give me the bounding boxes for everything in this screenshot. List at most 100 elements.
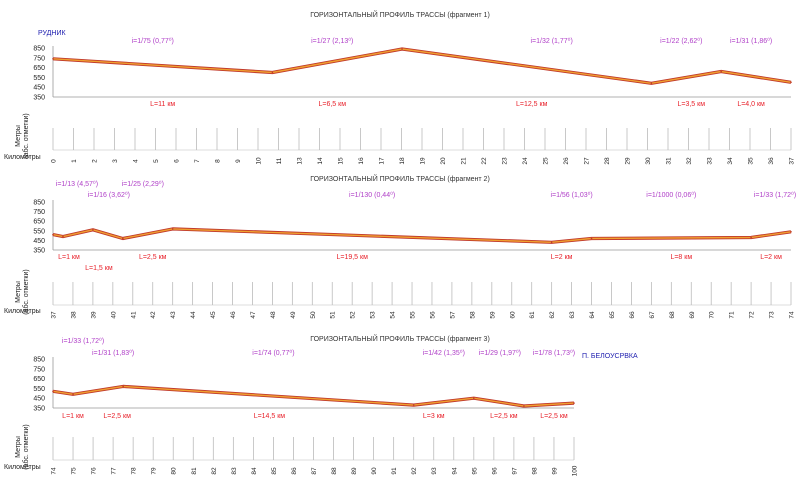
grade-label: i=1/31 (1,86⁰) xyxy=(730,37,772,45)
y-tick-label: 750 xyxy=(33,209,45,216)
x-tick-label: 86 xyxy=(291,467,298,475)
chart-fragment-1: ГОРИЗОНТАЛЬНЫЙ ПРОФИЛЬ ТРАССЫ (фрагмент … xyxy=(4,10,796,165)
y-tick-label: 650 xyxy=(33,376,45,383)
x-tick-label: 98 xyxy=(531,467,538,475)
length-label: L=8 км xyxy=(670,254,692,261)
y-tick-label: 550 xyxy=(33,386,45,393)
length-label: L=2,5 км xyxy=(139,254,167,261)
km-axis-label: Километры xyxy=(4,154,41,161)
length-label: L=1,5 км xyxy=(85,265,113,272)
grade-label: i=1/25 (2,29⁰) xyxy=(122,180,164,188)
x-tick-label: 9 xyxy=(235,159,242,163)
length-label: L=19,5 км xyxy=(336,254,368,261)
profile-point xyxy=(92,229,94,231)
x-tick-label: 22 xyxy=(481,157,488,165)
profile-line xyxy=(52,228,792,244)
x-tick-label: 78 xyxy=(131,467,138,475)
grade-label: i=1/56 (1,03⁰) xyxy=(550,191,592,199)
x-tick-label: 7 xyxy=(194,159,201,163)
x-tick-label: 17 xyxy=(379,157,386,165)
x-tick-label: 75 xyxy=(71,467,78,475)
place-label: П. БЕЛОУСРВКА xyxy=(582,353,638,360)
x-tick-label: 93 xyxy=(431,467,438,475)
profile-point xyxy=(271,71,274,74)
profile-point xyxy=(790,230,792,233)
y-tick-label: 650 xyxy=(33,219,45,226)
grade-label: i=1/130 (0,44⁰) xyxy=(349,191,395,199)
x-tick-label: 5 xyxy=(153,159,160,163)
x-tick-label: 84 xyxy=(251,467,258,475)
y-tick-label: 550 xyxy=(33,228,45,235)
x-tick-label: 83 xyxy=(231,467,238,475)
length-label: L=4,0 км xyxy=(737,101,765,108)
x-tick-label: 61 xyxy=(529,311,536,319)
x-tick-label: 79 xyxy=(151,467,158,475)
x-tick-label: 11 xyxy=(276,157,283,164)
x-tick-label: 59 xyxy=(489,311,496,319)
x-tick-label: 42 xyxy=(150,311,157,319)
x-tick-label: 10 xyxy=(256,157,263,165)
meters-label-line1: Метры xyxy=(15,281,22,303)
meters-label-line2: (абс. отметки) xyxy=(22,424,30,469)
grade-label: i=1/75 (0,77⁰) xyxy=(132,37,174,45)
x-tick-label: 32 xyxy=(686,157,693,165)
x-tick-label: 6 xyxy=(174,159,181,163)
x-tick-label: 37 xyxy=(51,311,58,319)
x-tick-label: 24 xyxy=(522,157,529,165)
x-tick-label: 43 xyxy=(170,311,177,319)
profile-point xyxy=(122,385,124,388)
x-tick-label: 53 xyxy=(370,311,377,319)
x-tick-label: 28 xyxy=(604,157,611,165)
grade-label: i=1/1000 (0,06⁰) xyxy=(646,191,696,199)
grade-label: i=1/33 (1,72⁰) xyxy=(62,337,104,345)
length-label: L=3,5 км xyxy=(677,101,705,108)
profile-point xyxy=(52,57,54,60)
x-tick-label: 44 xyxy=(190,311,197,319)
grade-label: i=1/29 (1,97⁰) xyxy=(479,349,521,357)
x-tick-label: 18 xyxy=(399,157,406,165)
x-tick-label: 41 xyxy=(130,311,137,319)
x-tick-label: 64 xyxy=(589,311,596,319)
x-tick-label: 35 xyxy=(748,157,755,165)
length-label: L=3 км xyxy=(423,413,445,420)
meters-label-line1: Метры xyxy=(15,125,22,147)
profile-point xyxy=(550,241,553,244)
meters-label-line2: (абс. отметки) xyxy=(22,113,30,158)
x-tick-label: 60 xyxy=(509,311,516,319)
y-tick-label: 650 xyxy=(33,65,45,72)
x-tick-label: 27 xyxy=(584,157,591,165)
km-axis-label: Километры xyxy=(4,308,41,315)
x-tick-label: 48 xyxy=(270,311,277,319)
x-tick-label: 21 xyxy=(461,157,468,165)
x-tick-label: 47 xyxy=(250,311,257,319)
x-tick-label: 46 xyxy=(230,311,237,319)
length-label: L=2,5 км xyxy=(103,413,131,420)
x-tick-label: 82 xyxy=(211,467,218,475)
x-tick-label: 30 xyxy=(645,157,652,165)
x-tick-label: 62 xyxy=(549,311,556,319)
x-tick-label: 73 xyxy=(769,311,776,319)
length-label: L=2,5 км xyxy=(540,413,568,420)
x-tick-label: 34 xyxy=(727,157,734,165)
profile-point xyxy=(171,228,174,230)
y-tick-label: 850 xyxy=(33,357,45,364)
profile-point xyxy=(750,236,752,239)
meters-label-line2: (абс. отметки) xyxy=(22,269,30,314)
profile-point xyxy=(122,237,124,240)
y-tick-label: 450 xyxy=(33,85,45,92)
grade-label: i=1/33 (1,72⁰) xyxy=(754,191,796,199)
x-tick-label: 45 xyxy=(210,311,217,319)
x-tick-label: 38 xyxy=(70,311,77,319)
x-tick-label: 1 xyxy=(71,159,78,163)
place-label: РУДНИК xyxy=(38,30,66,37)
y-tick-label: 350 xyxy=(33,95,45,102)
grade-label: i=1/31 (1,83⁰) xyxy=(92,349,134,357)
x-tick-label: 20 xyxy=(440,157,447,165)
x-tick-label: 58 xyxy=(469,311,476,319)
grade-label: i=1/78 (1,73⁰) xyxy=(533,349,575,357)
x-tick-label: 88 xyxy=(331,467,338,475)
x-tick-label: 95 xyxy=(471,467,478,475)
x-tick-label: 57 xyxy=(449,311,456,319)
x-tick-label: 23 xyxy=(502,157,509,165)
